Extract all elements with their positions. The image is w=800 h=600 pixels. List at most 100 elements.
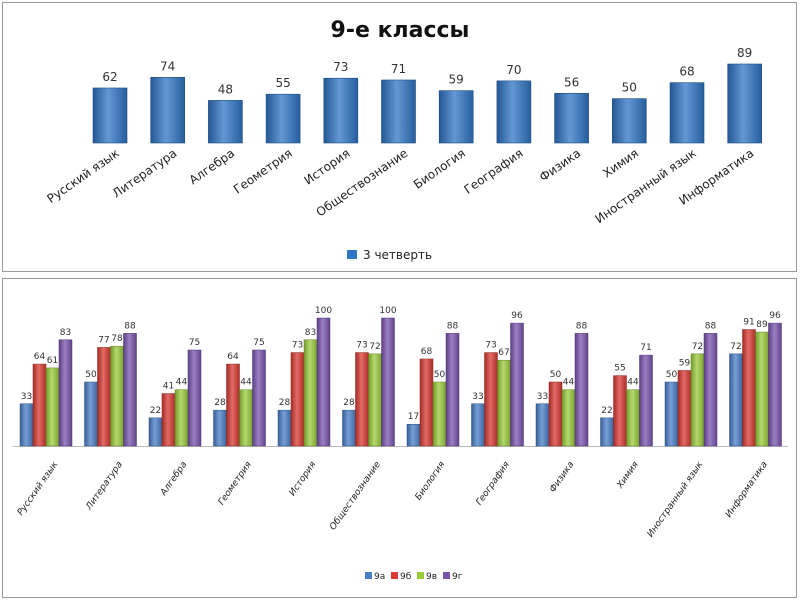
legend-label: 9в [426, 572, 437, 582]
bar [265, 93, 301, 144]
bar [19, 403, 34, 447]
bar [419, 358, 434, 447]
data-label: 78 [111, 334, 123, 344]
bar [97, 347, 111, 447]
data-label: 59 [449, 73, 464, 87]
x-tick-label: Физика [537, 146, 583, 184]
data-label: 55 [275, 76, 290, 90]
x-tick-label: Алгебра [187, 146, 238, 187]
chart-panel-classes: 33 64 61 83 Русский язык 50 77 78 88 Литература 22… [2, 278, 797, 598]
bar [535, 403, 550, 447]
bar [226, 363, 240, 447]
bar [445, 333, 460, 447]
data-label: 96 [511, 311, 523, 321]
bar [252, 349, 266, 447]
bar [290, 352, 305, 447]
x-tick-label: Информатика [724, 460, 770, 520]
bar [755, 331, 769, 447]
bar [150, 77, 185, 144]
bar [613, 375, 627, 447]
bar [729, 353, 743, 447]
bar [742, 329, 756, 447]
x-tick-label: Биология [411, 146, 468, 192]
x-tick-label: Литература [84, 460, 125, 513]
bar [381, 79, 416, 144]
bar [45, 367, 60, 447]
data-label: 75 [189, 338, 200, 348]
bar [677, 370, 692, 447]
bar [438, 90, 474, 144]
bar [768, 322, 782, 447]
data-label: 22 [601, 406, 612, 416]
legend-swatch [417, 572, 424, 579]
data-label: 83 [305, 328, 316, 338]
x-tick-label: Обществознание [328, 460, 383, 533]
bar [639, 354, 653, 447]
data-label: 33 [472, 392, 483, 402]
legend-label: 3 четверть [363, 248, 432, 262]
data-label: 77 [98, 335, 109, 345]
data-label: 28 [343, 398, 355, 408]
bar [561, 389, 576, 447]
x-tick-label: География [475, 460, 513, 508]
data-label: 75 [253, 338, 264, 348]
data-label: 44 [627, 378, 639, 388]
data-label: 96 [769, 311, 781, 321]
x-tick-label: Биология [414, 460, 448, 503]
legend-swatch [391, 572, 398, 579]
data-label: 68 [679, 65, 694, 79]
data-label: 50 [666, 370, 678, 380]
bar [323, 77, 359, 144]
data-label: 74 [160, 59, 175, 73]
x-tick-label: Иностранный язык [593, 146, 699, 226]
data-label: 72 [730, 342, 741, 352]
x-tick-label: География [461, 146, 525, 197]
bar [574, 333, 589, 447]
bar [148, 417, 163, 447]
bar [626, 389, 640, 447]
bar [187, 349, 202, 447]
bar [123, 333, 137, 447]
data-label: 91 [743, 318, 754, 328]
data-label: 50 [550, 370, 562, 380]
x-tick-label: Русский язык [44, 146, 121, 206]
x-tick-label: Алгебра [158, 460, 189, 498]
data-label: 73 [485, 341, 496, 351]
bar [208, 100, 243, 144]
data-label: 48 [218, 82, 233, 96]
data-label: 33 [21, 392, 32, 402]
bar [496, 80, 532, 144]
data-label: 28 [279, 398, 291, 408]
data-label: 71 [640, 343, 651, 353]
x-tick-label: Физика [548, 460, 576, 495]
data-label: 44 [240, 378, 252, 388]
data-label: 72 [692, 342, 703, 352]
data-label: 41 [163, 382, 174, 392]
data-label: 89 [756, 320, 768, 330]
chart-panel-quarter: 9-е классы 62 Русский язык 74 Литература 48 Ал… [2, 2, 797, 272]
data-label: 83 [60, 328, 71, 338]
data-label: 64 [34, 352, 46, 362]
bar [432, 381, 447, 447]
data-label: 17 [408, 412, 419, 422]
bar [277, 409, 292, 447]
bar [342, 409, 356, 447]
bar [174, 389, 189, 447]
bar [600, 417, 614, 447]
bar [58, 339, 73, 447]
bar [355, 352, 369, 447]
x-tick-label: Литература [110, 146, 180, 201]
bar [548, 381, 563, 447]
data-label: 67 [498, 348, 509, 358]
data-label: 89 [737, 46, 752, 60]
x-tick-label: Русский язык [16, 460, 61, 518]
data-label: 59 [679, 358, 691, 368]
data-label: 88 [576, 321, 588, 331]
legend-label: 9а [374, 572, 385, 582]
bar [368, 353, 382, 447]
data-label: 88 [124, 321, 136, 331]
bar [554, 92, 589, 144]
data-label: 73 [333, 60, 348, 74]
legend-swatch [443, 572, 450, 579]
data-label: 33 [537, 392, 548, 402]
